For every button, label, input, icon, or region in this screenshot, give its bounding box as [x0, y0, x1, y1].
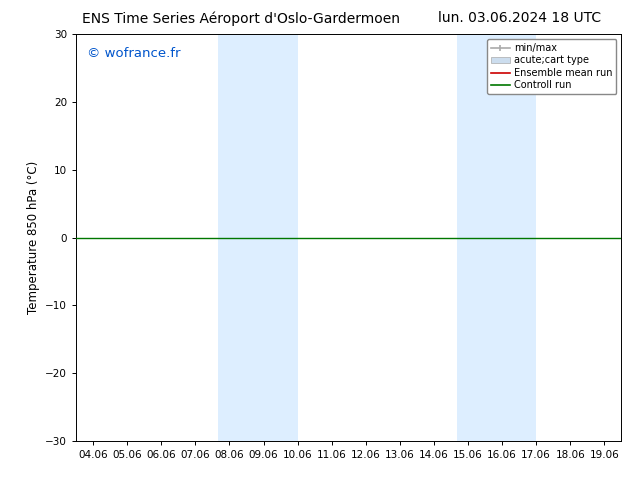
Text: ENS Time Series Aéroport d'Oslo-Gardermoen: ENS Time Series Aéroport d'Oslo-Gardermo… [82, 11, 400, 26]
Y-axis label: Temperature 850 hPa (°C): Temperature 850 hPa (°C) [27, 161, 39, 314]
Text: © wofrance.fr: © wofrance.fr [87, 47, 181, 59]
Bar [264, 34, 297, 441]
Legend: min/max, acute;cart type, Ensemble mean run, Controll run: min/max, acute;cart type, Ensemble mean … [487, 39, 616, 94]
Bar [218, 34, 264, 441]
Text: lun. 03.06.2024 18 UTC: lun. 03.06.2024 18 UTC [438, 11, 602, 25]
Bar [502, 34, 536, 441]
Bar [456, 34, 502, 441]
